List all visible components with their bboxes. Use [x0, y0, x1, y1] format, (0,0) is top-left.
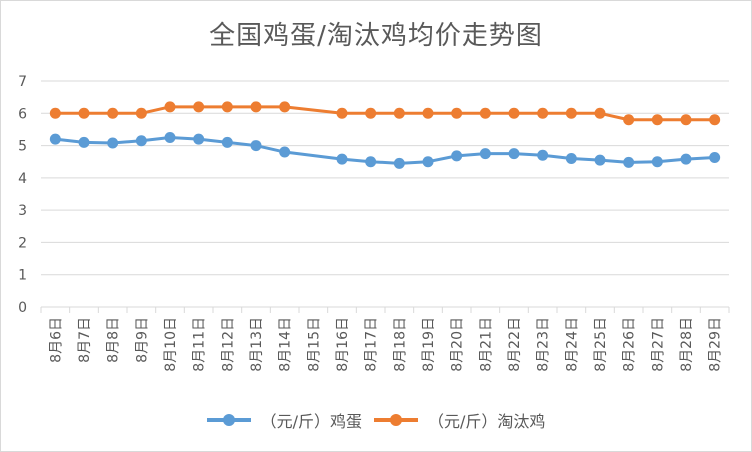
data-point	[221, 136, 233, 148]
x-tick-label: 8月28日	[679, 317, 695, 372]
x-tick-label: 8月18日	[392, 317, 408, 372]
data-point	[393, 157, 405, 169]
legend-item-culled-hen: （元/斤）淘汰鸡	[374, 408, 545, 432]
x-tick-label: 8月13日	[249, 317, 265, 372]
legend: （元/斤）鸡蛋 （元/斤）淘汰鸡	[1, 405, 751, 435]
y-tick-label: 1	[18, 268, 27, 284]
x-tick-label: 8月7日	[77, 317, 93, 363]
data-point	[193, 133, 205, 145]
data-point	[279, 146, 291, 158]
data-point	[78, 136, 90, 148]
data-point	[164, 132, 176, 143]
data-point	[709, 114, 721, 126]
data-point	[422, 156, 434, 168]
data-point	[623, 156, 635, 168]
y-tick-label: 7	[18, 74, 27, 90]
x-tick-label: 8月14日	[278, 317, 294, 372]
y-tick-label: 6	[18, 106, 27, 122]
data-point	[651, 114, 663, 126]
chart-title: 全国鸡蛋/淘汰鸡均价走势图	[209, 21, 543, 51]
x-tick-label: 8月6日	[48, 317, 64, 363]
data-point	[107, 107, 119, 119]
x-tick-label: 8月19日	[421, 317, 437, 372]
data-point	[709, 152, 721, 164]
data-point	[508, 107, 520, 119]
x-tick-label: 8月21日	[478, 317, 494, 372]
data-point	[135, 135, 147, 147]
x-tick-label: 8月15日	[306, 317, 322, 372]
x-tick-label: 8月12日	[220, 317, 236, 372]
x-tick-label: 8月26日	[622, 317, 638, 372]
x-tick-label: 8月10日	[163, 317, 179, 372]
data-point	[651, 156, 663, 168]
x-tick-label: 8月8日	[106, 317, 122, 363]
series-line-0	[55, 136, 715, 165]
x-tick-label: 8月24日	[564, 317, 580, 372]
x-tick-label: 8月16日	[335, 317, 351, 372]
data-point	[680, 153, 692, 165]
line-chart: 0 1 2 3 4 5 6 7 8月6日 8月7日 8月8日 8月9日 8月10日 8月11日 8月12日 8…	[18, 74, 730, 372]
data-point	[279, 101, 291, 113]
legend-marker-egg	[206, 413, 251, 427]
x-tick-label: 8月9日	[134, 317, 150, 363]
x-tick-label: 8月11日	[192, 317, 208, 372]
x-tick-label: 8月25日	[593, 317, 609, 372]
data-point	[479, 148, 491, 160]
data-point	[250, 140, 262, 152]
x-tick-label: 8月20日	[450, 317, 466, 372]
data-point	[623, 114, 635, 126]
x-tick-label: 8月27日	[650, 317, 666, 372]
legend-label-culled-hen: （元/斤）淘汰鸡	[428, 412, 546, 431]
data-point	[594, 154, 606, 166]
data-point	[49, 133, 61, 145]
data-point	[537, 107, 549, 119]
legend-marker-culled-hen	[374, 413, 418, 427]
data-point	[680, 114, 692, 126]
data-point	[107, 137, 119, 149]
data-point	[164, 101, 176, 113]
data-point	[78, 107, 90, 119]
data-point	[365, 107, 377, 119]
data-point	[565, 152, 577, 164]
x-tick-label: 8月29日	[708, 317, 724, 372]
data-point	[336, 153, 348, 165]
x-tick-label: 8月17日	[364, 317, 380, 372]
data-point	[221, 101, 233, 113]
data-point	[250, 101, 262, 113]
data-point	[594, 107, 606, 119]
data-point	[537, 149, 549, 161]
legend-dot-egg	[222, 414, 235, 426]
x-tick-label: 8月22日	[507, 317, 523, 372]
data-point	[451, 107, 463, 119]
data-point	[451, 150, 463, 162]
data-point	[422, 107, 434, 119]
y-tick-label: 2	[18, 235, 27, 251]
data-point	[365, 156, 377, 168]
y-tick-label: 5	[18, 139, 27, 155]
y-tick-label: 3	[18, 203, 27, 219]
data-point	[393, 107, 405, 119]
legend-dot-culled-hen	[390, 414, 402, 426]
data-point	[135, 107, 147, 119]
data-point	[49, 107, 61, 119]
data-point	[479, 107, 491, 119]
data-point	[508, 148, 520, 160]
data-point	[336, 107, 348, 119]
data-point	[193, 101, 205, 113]
legend-label-egg: （元/斤）鸡蛋	[260, 412, 362, 431]
y-tick-label: 0	[18, 300, 27, 316]
data-point	[565, 107, 577, 119]
x-tick-label: 8月23日	[536, 317, 552, 372]
legend-item-egg: （元/斤）鸡蛋	[206, 408, 362, 432]
y-tick-label: 4	[18, 171, 27, 187]
